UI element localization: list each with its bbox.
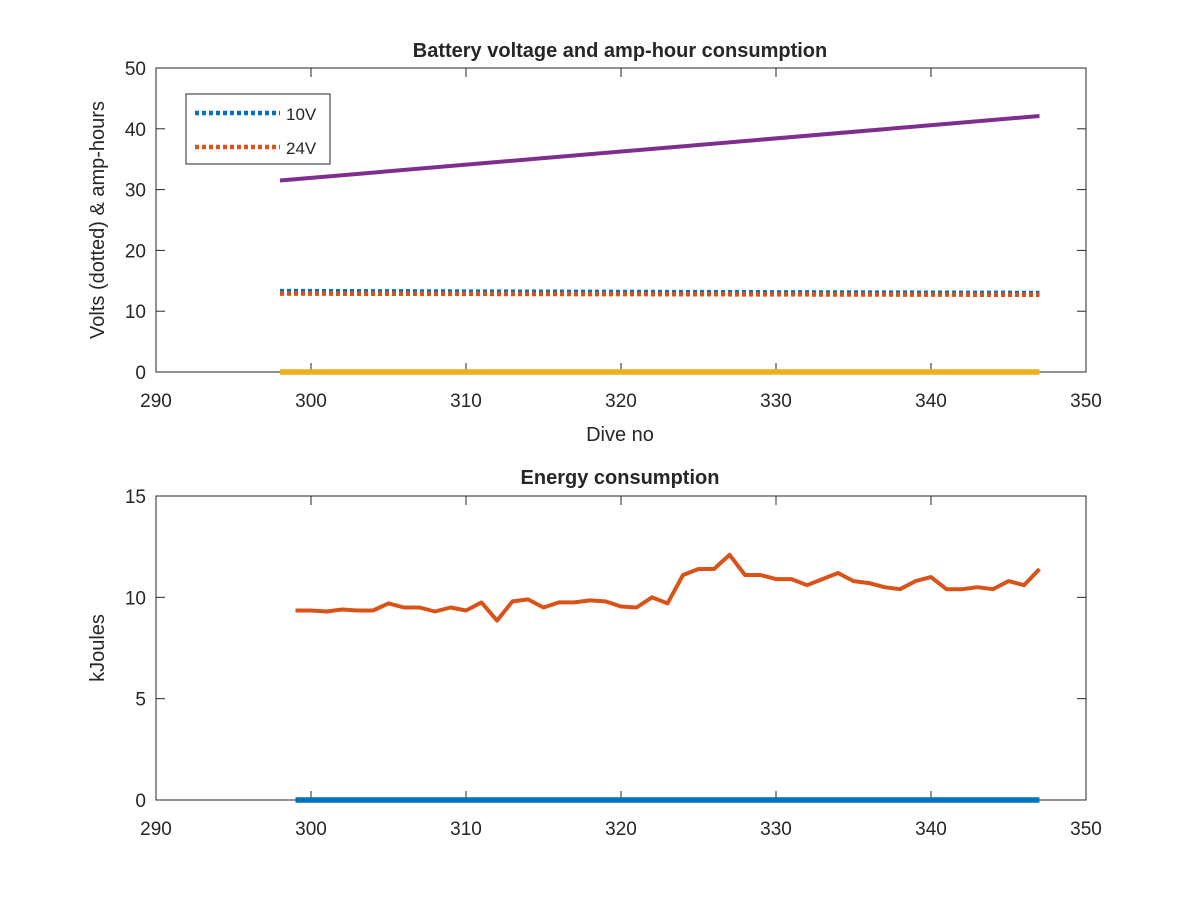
chart-battery-voltage: Battery voltage and amp-hour consumption… — [87, 40, 1102, 446]
x-tick-label: 290 — [140, 391, 172, 412]
y-tick-label: 50 — [125, 59, 146, 80]
y-tick-label: 30 — [125, 181, 146, 202]
legend: 10V 24V — [185, 93, 331, 165]
chart-energy-consumption: Energy consumption kJoules 290 300 310 320 3… — [87, 467, 1102, 840]
x-tick-label: 290 — [140, 819, 172, 840]
series-line-series-0 — [295, 552, 1041, 623]
y-tick-label: 40 — [125, 120, 146, 141]
x-tick-label: 350 — [1070, 391, 1102, 412]
x-tick-label: 310 — [450, 391, 482, 412]
y-tick-label: 0 — [135, 363, 146, 384]
y-axis-label: Volts (dotted) & amp-hours — [87, 101, 109, 339]
axes-box — [155, 495, 1087, 801]
y-tick-label: 15 — [125, 487, 146, 508]
x-tick-label: 330 — [760, 819, 792, 840]
legend-label: 24V — [286, 139, 317, 158]
x-axis-label: Dive no — [586, 424, 654, 446]
chart-title: Energy consumption — [521, 467, 720, 489]
x-tick-label: 320 — [605, 391, 637, 412]
x-tick-label: 330 — [760, 391, 792, 412]
legend-box — [185, 93, 331, 165]
y-tick-label: 5 — [135, 690, 146, 711]
x-tick-label: 350 — [1070, 819, 1102, 840]
series-line-series-2 — [279, 114, 1040, 183]
y-tick-label: 0 — [135, 791, 146, 812]
legend-label: 10V — [286, 105, 317, 124]
x-tick-label: 300 — [295, 819, 327, 840]
chart-title: Battery voltage and amp-hour consumption — [413, 40, 827, 62]
x-tick-label: 340 — [915, 391, 947, 412]
y-tick-label: 10 — [125, 588, 146, 609]
series-line-24v — [279, 291, 1040, 298]
x-tick-label: 300 — [295, 391, 327, 412]
y-axis-label: kJoules — [87, 614, 109, 682]
x-tick-label: 320 — [605, 819, 637, 840]
x-tick-label: 310 — [450, 819, 482, 840]
y-tick-label: 20 — [125, 241, 146, 262]
y-tick-label: 10 — [125, 302, 146, 323]
x-tick-label: 340 — [915, 819, 947, 840]
